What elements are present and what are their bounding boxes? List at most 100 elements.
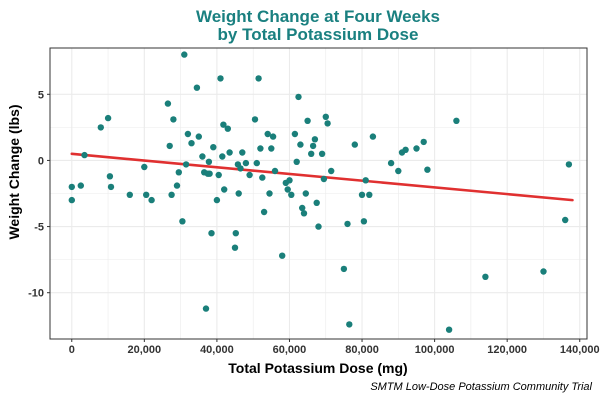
- data-point: [313, 199, 320, 206]
- data-point: [288, 191, 295, 198]
- x-tick-label: 60,000: [273, 344, 307, 356]
- data-point: [126, 191, 133, 198]
- data-point: [322, 113, 329, 121]
- data-point: [445, 326, 453, 333]
- data-point: [266, 190, 273, 197]
- data-point: [565, 161, 573, 168]
- data-point: [226, 149, 233, 156]
- data-point: [179, 218, 186, 225]
- data-point: [562, 216, 569, 224]
- data-point: [311, 136, 319, 143]
- data-point: [235, 190, 242, 197]
- data-point: [182, 161, 190, 168]
- data-point: [188, 140, 195, 147]
- data-point: [81, 151, 88, 159]
- data-point: [346, 321, 353, 328]
- data-point: [293, 158, 300, 165]
- data-point: [291, 130, 299, 138]
- data-point: [239, 149, 246, 156]
- data-point: [358, 191, 366, 198]
- data-point: [259, 174, 266, 181]
- data-point: [260, 208, 268, 216]
- data-point: [208, 230, 215, 237]
- data-point: [318, 150, 326, 157]
- data-point: [170, 116, 177, 123]
- data-point: [213, 196, 221, 204]
- data-point: [143, 191, 150, 198]
- data-point: [271, 167, 279, 175]
- data-point: [362, 177, 369, 184]
- data-point: [420, 138, 427, 146]
- data-point: [199, 153, 206, 160]
- data-point: [224, 125, 231, 132]
- data-point: [387, 159, 395, 167]
- data-point: [366, 191, 373, 198]
- data-point: [328, 167, 335, 175]
- chart-title-line-2: by Total Potassium Dose: [218, 25, 419, 44]
- data-point: [220, 121, 227, 128]
- data-point: [210, 144, 217, 151]
- data-point: [309, 142, 317, 150]
- data-point: [540, 268, 547, 275]
- data-point: [304, 117, 311, 125]
- data-point: [184, 130, 192, 138]
- data-point: [340, 265, 348, 273]
- data-point: [168, 191, 175, 198]
- data-point: [107, 183, 115, 191]
- data-point: [237, 165, 244, 172]
- data-point: [257, 145, 264, 152]
- data-point: [193, 84, 201, 91]
- data-point: [295, 93, 302, 101]
- x-tick-label: 140,000: [560, 344, 600, 356]
- data-point: [206, 170, 213, 177]
- data-point: [106, 173, 114, 180]
- data-point: [164, 100, 172, 107]
- data-point: [413, 145, 420, 152]
- data-point: [279, 252, 286, 259]
- x-tick-label: 20,000: [128, 344, 162, 356]
- data-point: [402, 146, 409, 153]
- panel-border: [49, 47, 588, 340]
- y-tick-label: 5: [38, 89, 44, 101]
- data-point: [166, 142, 173, 150]
- data-point: [68, 183, 76, 191]
- data-point: [231, 244, 239, 251]
- x-tick-label: 100,000: [415, 344, 455, 356]
- data-point: [308, 150, 315, 157]
- x-axis-label: Total Potassium Dose (mg): [228, 360, 407, 376]
- data-point: [284, 186, 291, 193]
- data-point: [181, 51, 188, 58]
- data-point: [344, 220, 351, 228]
- y-tick-label: -10: [28, 288, 44, 300]
- y-axis-label: Weight Change (lbs): [6, 104, 22, 239]
- data-point: [246, 171, 253, 179]
- data-point: [424, 166, 431, 173]
- data-point: [242, 159, 250, 167]
- data-point: [217, 75, 224, 82]
- data-point: [148, 196, 155, 204]
- y-tick-label: -5: [34, 222, 44, 234]
- data-point: [221, 186, 228, 193]
- data-point: [175, 169, 182, 176]
- data-point: [173, 182, 181, 189]
- data-point: [286, 177, 293, 184]
- data-point: [302, 190, 309, 197]
- x-tick-label: 0: [69, 344, 75, 356]
- data-point: [141, 163, 148, 171]
- data-point: [268, 145, 275, 152]
- data-point: [251, 116, 259, 123]
- data-point: [255, 75, 262, 82]
- data-point: [297, 141, 304, 148]
- data-points: [68, 51, 573, 333]
- data-point: [395, 167, 402, 175]
- data-point: [453, 117, 460, 125]
- data-point: [104, 114, 112, 122]
- data-point: [77, 182, 85, 189]
- data-point: [269, 133, 277, 140]
- chart-caption: SMTM Low-Dose Potassium Community Trial: [370, 381, 592, 393]
- data-point: [202, 305, 210, 312]
- data-point: [232, 230, 239, 237]
- data-point: [315, 223, 322, 230]
